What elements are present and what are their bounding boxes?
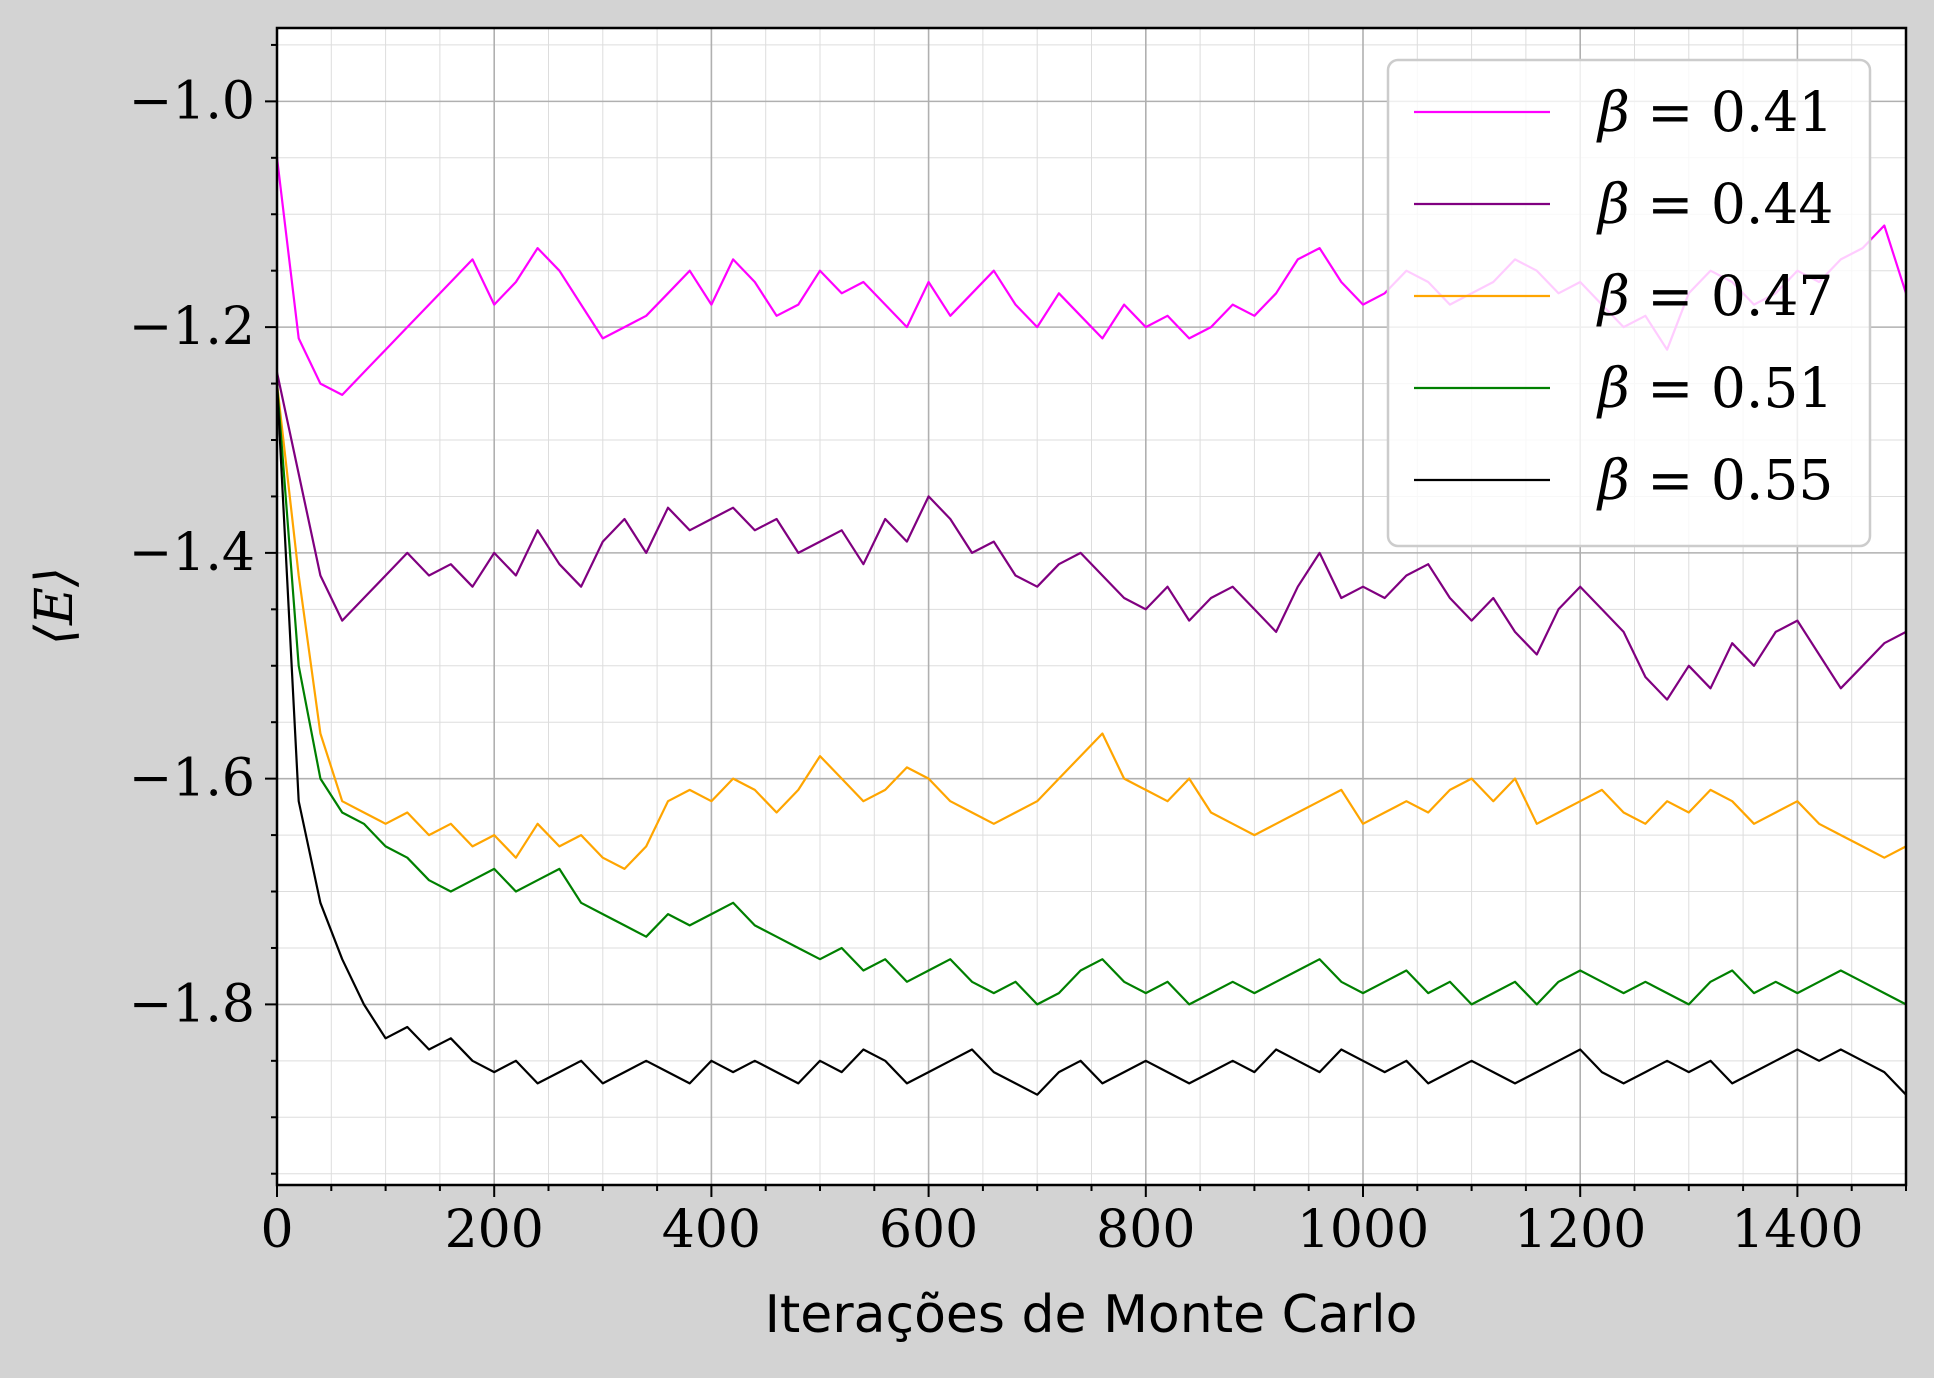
legend-symbol: β: [1596, 448, 1630, 512]
legend-label-4: β = 0.51: [1596, 356, 1833, 420]
legend-value: = 0.55: [1630, 448, 1834, 512]
x-tick-label: 800: [1096, 1200, 1195, 1260]
legend-label-2: β = 0.44: [1596, 172, 1833, 236]
x-tick-label: 1400: [1731, 1200, 1863, 1260]
series-line-3: [275, 383, 1907, 871]
legend-box: [1386, 58, 1872, 548]
series-line-4: [275, 383, 1907, 1006]
x-tick-labels: 0 200 400 600 800 1000 1200 1400: [260, 1200, 1863, 1260]
legend-symbol: β: [1596, 172, 1630, 236]
x-tick-label: 1000: [1297, 1200, 1429, 1260]
legend-symbol: β: [1596, 80, 1630, 144]
y-tick-labels: −1.0 −1.2 −1.4 −1.6 −1.8: [129, 71, 255, 1034]
y-tick-label: −1.6: [129, 749, 255, 809]
x-tick-label: 600: [879, 1200, 978, 1260]
legend-value: = 0.51: [1630, 356, 1834, 420]
x-tick-label: 400: [662, 1200, 761, 1260]
y-tick-label: −1.0: [129, 71, 255, 131]
y-tick-label: −1.8: [129, 974, 255, 1034]
legend-label-1: β = 0.41: [1596, 80, 1833, 144]
legend: β = 0.41β = 0.44β = 0.47β = 0.51β = 0.55: [1386, 58, 1872, 548]
y-tick-label: −1.4: [129, 523, 255, 583]
y-tick-label: −1.2: [129, 297, 255, 357]
x-axis-label: Iterações de Monte Carlo: [765, 1285, 1418, 1345]
x-tick-label: 200: [445, 1200, 544, 1260]
legend-value: = 0.44: [1630, 172, 1834, 236]
axis-ticks: [265, 43, 1907, 1197]
legend-symbol: β: [1596, 356, 1630, 420]
series-line-2: [275, 372, 1907, 701]
legend-label-3: β = 0.47: [1596, 264, 1833, 328]
legend-value: = 0.41: [1630, 80, 1834, 144]
x-tick-label: 0: [260, 1200, 293, 1260]
legend-symbol: β: [1596, 264, 1630, 328]
legend-label-5: β = 0.55: [1596, 448, 1833, 512]
series-line-5: [275, 383, 1907, 1096]
y-axis-label: ⟨E⟩: [25, 567, 85, 646]
series-lines: [275, 157, 1908, 1096]
legend-value: = 0.47: [1630, 264, 1834, 328]
x-tick-label: 1200: [1514, 1200, 1646, 1260]
